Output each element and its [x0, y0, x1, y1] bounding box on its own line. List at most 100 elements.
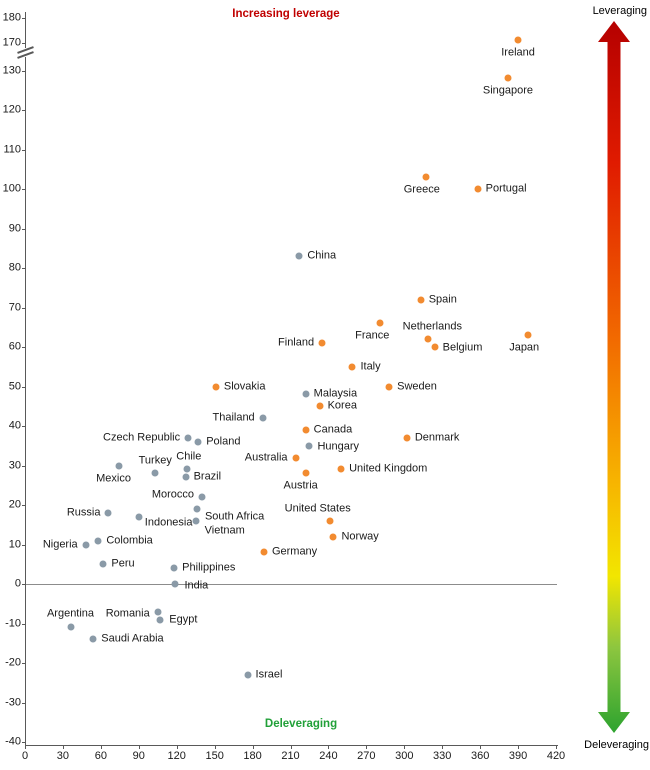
data-point-netherlands: [424, 335, 432, 343]
country-label: Germany: [271, 545, 318, 558]
x-tickmark: [518, 746, 520, 749]
leveraging-gradient-arrow-icon: [598, 21, 630, 733]
x-tick-label: 150: [205, 750, 224, 762]
country-label: Poland: [206, 435, 241, 448]
x-tick-label: 0: [21, 750, 29, 762]
legend-deleveraging-label: Deleveraging: [584, 739, 649, 751]
x-tickmark: [100, 746, 102, 749]
data-point-thailand: [259, 414, 267, 422]
country-label: Nigeria: [42, 538, 78, 550]
country-label: Spain: [428, 293, 457, 306]
data-point-finland: [318, 339, 326, 347]
x-tickmark: [62, 746, 64, 749]
data-point-hungary: [305, 442, 313, 450]
data-point-germany: [260, 548, 268, 556]
data-point-singapore: [504, 74, 512, 82]
data-point-peru: [99, 560, 107, 568]
data-point-united-kingdom: [337, 465, 345, 473]
data-point-belgium: [431, 343, 439, 351]
country-label: Singapore: [482, 84, 534, 97]
data-point-czech-republic: [184, 434, 192, 442]
data-point-vietnam: [192, 517, 200, 525]
country-label: Canada: [313, 423, 353, 436]
x-tickmark: [404, 746, 406, 749]
y-tickmark: [22, 189, 25, 190]
y-tickmark: [22, 505, 25, 506]
data-point-south-africa: [193, 505, 201, 513]
y-tick-label: -10: [5, 617, 21, 629]
x-axis: [25, 745, 558, 746]
data-point-philippines: [170, 564, 178, 572]
data-point-israel: [244, 671, 252, 679]
data-point-romania: [154, 608, 162, 616]
data-point-denmark: [403, 434, 411, 442]
country-label: Brazil: [193, 470, 222, 483]
data-point-morocco: [198, 493, 206, 501]
data-point-nigeria: [82, 541, 90, 548]
country-label: Mexico: [96, 472, 131, 484]
x-tick-label: 300: [395, 750, 414, 762]
y-tick-label: 30: [8, 459, 21, 471]
y-tick-label: -30: [5, 696, 21, 708]
y-tickmark: [22, 42, 25, 44]
x-tickmark: [480, 746, 482, 749]
y-tick-label: 120: [2, 103, 21, 116]
y-axis-break: [23, 48, 28, 57]
data-point-austria: [302, 469, 310, 477]
country-label: Korea: [327, 399, 357, 412]
y-tickmark: [22, 17, 25, 19]
x-tickmark: [176, 746, 178, 749]
y-tickmark: [22, 110, 25, 111]
annotation-deleveraging: Deleveraging: [264, 718, 338, 730]
x-tick-label: 120: [167, 750, 186, 762]
country-label: Chile: [176, 450, 202, 463]
y-tickmark: [22, 347, 25, 348]
data-point-egypt: [156, 616, 164, 624]
annotation-increasing-leverage: Increasing leverage: [232, 8, 340, 20]
data-point-china: [295, 252, 303, 260]
x-tickmark: [366, 746, 368, 749]
x-tick-label: 210: [281, 750, 300, 762]
data-point-malaysia: [302, 390, 310, 398]
country-label: Russia: [66, 506, 101, 519]
x-tickmark: [442, 746, 444, 749]
data-point-saudi-arabia: [89, 635, 97, 643]
country-label: Saudi Arabia: [101, 632, 164, 645]
y-tick-label: 100: [2, 182, 21, 195]
data-point-canada: [302, 426, 310, 434]
country-label: Argentina: [46, 607, 95, 620]
y-tick-label: 80: [8, 261, 21, 274]
data-point-poland: [194, 438, 202, 446]
data-point-france: [376, 319, 384, 327]
x-tickmark: [138, 746, 140, 749]
country-label: South Africa: [204, 510, 265, 523]
data-point-australia: [292, 454, 300, 462]
x-tick-label: 240: [319, 750, 338, 762]
x-tick-label: 90: [132, 750, 145, 762]
country-label: Norway: [341, 530, 379, 543]
y-tick-label: 20: [8, 498, 21, 511]
country-label: Japan: [509, 341, 540, 354]
data-point-brazil: [182, 473, 190, 481]
data-point-korea: [316, 402, 324, 410]
x-tick-label: 180: [243, 750, 262, 762]
y-tickmark: [22, 307, 25, 309]
x-tick-label: 60: [94, 750, 107, 762]
y-tick-label: 170: [2, 36, 21, 48]
y-tick-label: -40: [5, 735, 21, 748]
country-label: India: [184, 579, 209, 592]
x-tickmark: [25, 746, 26, 749]
x-tick-label: 420: [546, 750, 566, 762]
country-label: Morocco: [151, 488, 194, 501]
x-tickmark: [290, 746, 292, 749]
data-point-russia: [104, 509, 112, 517]
data-point-norway: [329, 533, 337, 541]
country-label: Ireland: [501, 46, 535, 59]
y-tick-label: 40: [8, 419, 21, 432]
data-point-sweden: [385, 383, 393, 390]
country-label: Sweden: [397, 380, 437, 392]
x-tickmark: [556, 746, 557, 749]
country-label: Slovakia: [223, 380, 266, 392]
data-point-colombia: [94, 537, 102, 545]
